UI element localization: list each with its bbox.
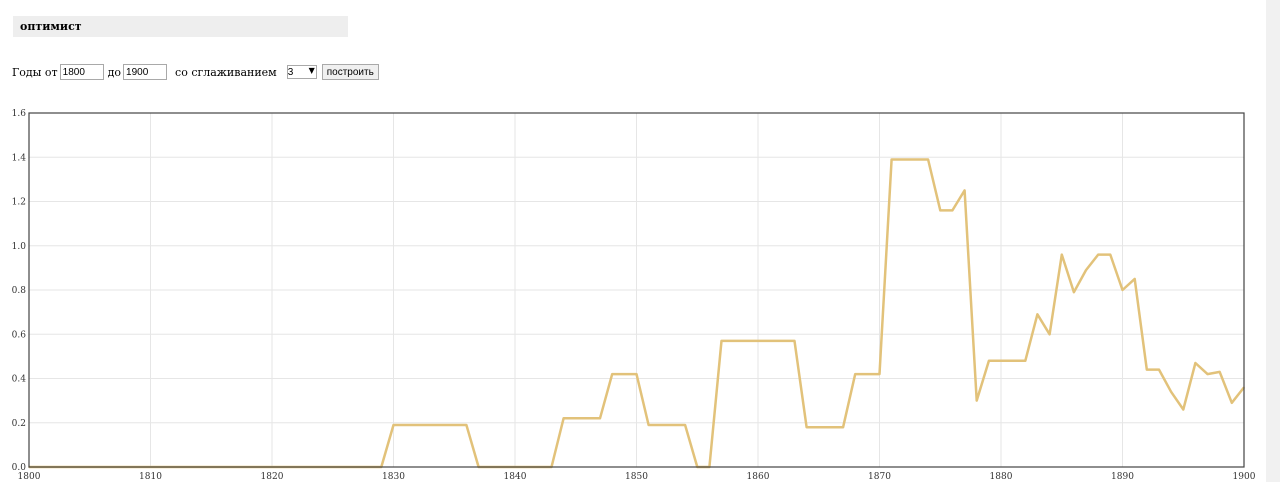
plot-frame bbox=[28, 112, 1245, 468]
data-point bbox=[1060, 253, 1063, 256]
data-point bbox=[465, 424, 468, 426]
x-tick-label: 1890 bbox=[1111, 472, 1134, 482]
word-title: оптимист bbox=[20, 20, 82, 33]
data-point bbox=[805, 426, 808, 428]
data-point bbox=[392, 424, 395, 426]
scrollbar[interactable] bbox=[1266, 0, 1280, 482]
data-point bbox=[1206, 373, 1209, 375]
data-point bbox=[939, 209, 942, 212]
data-point bbox=[1182, 408, 1185, 411]
data-point bbox=[720, 340, 723, 342]
y-tick-label: 1.4 bbox=[12, 153, 27, 163]
data-point bbox=[1121, 289, 1124, 291]
data-point bbox=[1024, 360, 1027, 362]
data-point bbox=[635, 373, 638, 375]
data-point bbox=[1158, 368, 1160, 371]
ngram-chart: 0.0 0.2 0.4 0.6 0.8 1.0 1.2 1.4 1.6 1800 1810 1820… bbox=[12, 109, 1256, 482]
data-point bbox=[1109, 253, 1112, 256]
data-point bbox=[1085, 269, 1087, 271]
smoothing-label: со сглаживанием bbox=[175, 65, 277, 79]
data-point bbox=[878, 373, 881, 375]
data-point bbox=[854, 373, 856, 375]
x-axis-labels: 1800 1810 1820 1830 1840 1850 1860 1870 1880 1890… bbox=[18, 472, 1256, 482]
y-tick-label: 1.2 bbox=[12, 198, 26, 208]
y-tick-label: 0.2 bbox=[12, 419, 26, 429]
data-point bbox=[1048, 333, 1051, 336]
data-point bbox=[599, 417, 601, 420]
y-tick-label: 1.0 bbox=[12, 242, 27, 252]
data-point bbox=[1170, 390, 1172, 393]
data-point bbox=[1231, 402, 1233, 404]
y-axis-labels: 0.0 0.2 0.4 0.6 0.8 1.0 1.2 1.4 1.6 bbox=[12, 109, 27, 473]
x-tick-label: 1820 bbox=[261, 472, 284, 482]
y-tick-label: 0.8 bbox=[12, 286, 27, 296]
data-point bbox=[1194, 362, 1197, 364]
data-point bbox=[963, 189, 966, 192]
data-point bbox=[684, 424, 686, 426]
x-tick-label: 1860 bbox=[747, 472, 770, 482]
data-point bbox=[951, 209, 954, 212]
data-point bbox=[793, 340, 796, 342]
data-point bbox=[975, 399, 978, 402]
x-tick-label: 1810 bbox=[139, 472, 162, 482]
y-tick-label: 1.6 bbox=[12, 109, 27, 119]
data-point bbox=[842, 426, 844, 428]
grid bbox=[28, 112, 1245, 468]
data-point bbox=[1097, 253, 1099, 256]
word-header: оптимист bbox=[13, 16, 348, 37]
x-tick-label: 1830 bbox=[382, 472, 405, 482]
data-point bbox=[988, 360, 990, 362]
data-point bbox=[1218, 371, 1221, 373]
data-point bbox=[1073, 291, 1075, 294]
x-tick-label: 1850 bbox=[625, 472, 648, 482]
to-label: до bbox=[107, 65, 122, 79]
y-tick-label: 0.4 bbox=[12, 375, 27, 385]
data-point bbox=[1146, 368, 1148, 371]
data-point bbox=[927, 158, 929, 161]
y-tick-label: 0.6 bbox=[12, 330, 27, 340]
smoothing-select-wrap[interactable]: 3 ▼ bbox=[279, 65, 321, 80]
data-point bbox=[611, 373, 613, 375]
controls-form: Годы от до со сглаживанием 3 ▼ построить bbox=[12, 63, 379, 81]
data-point bbox=[1036, 313, 1039, 316]
data-point bbox=[890, 158, 893, 161]
data-point bbox=[562, 417, 565, 420]
x-tick-label: 1870 bbox=[868, 472, 891, 482]
x-tick-label: 1840 bbox=[504, 472, 527, 482]
y-tick-label: 0.0 bbox=[12, 463, 27, 473]
smoothing-select[interactable]: 3 bbox=[286, 65, 317, 80]
year-to-input[interactable] bbox=[123, 64, 168, 80]
x-tick-label: 1900 bbox=[1233, 472, 1256, 482]
series-line bbox=[29, 158, 1245, 469]
from-label: Годы от bbox=[12, 65, 58, 79]
data-point bbox=[1133, 278, 1136, 280]
x-tick-label: 1800 bbox=[18, 472, 41, 482]
year-from-input[interactable] bbox=[59, 64, 104, 80]
x-tick-label: 1880 bbox=[990, 472, 1013, 482]
data-point bbox=[647, 424, 650, 426]
build-button[interactable]: построить bbox=[321, 64, 379, 80]
